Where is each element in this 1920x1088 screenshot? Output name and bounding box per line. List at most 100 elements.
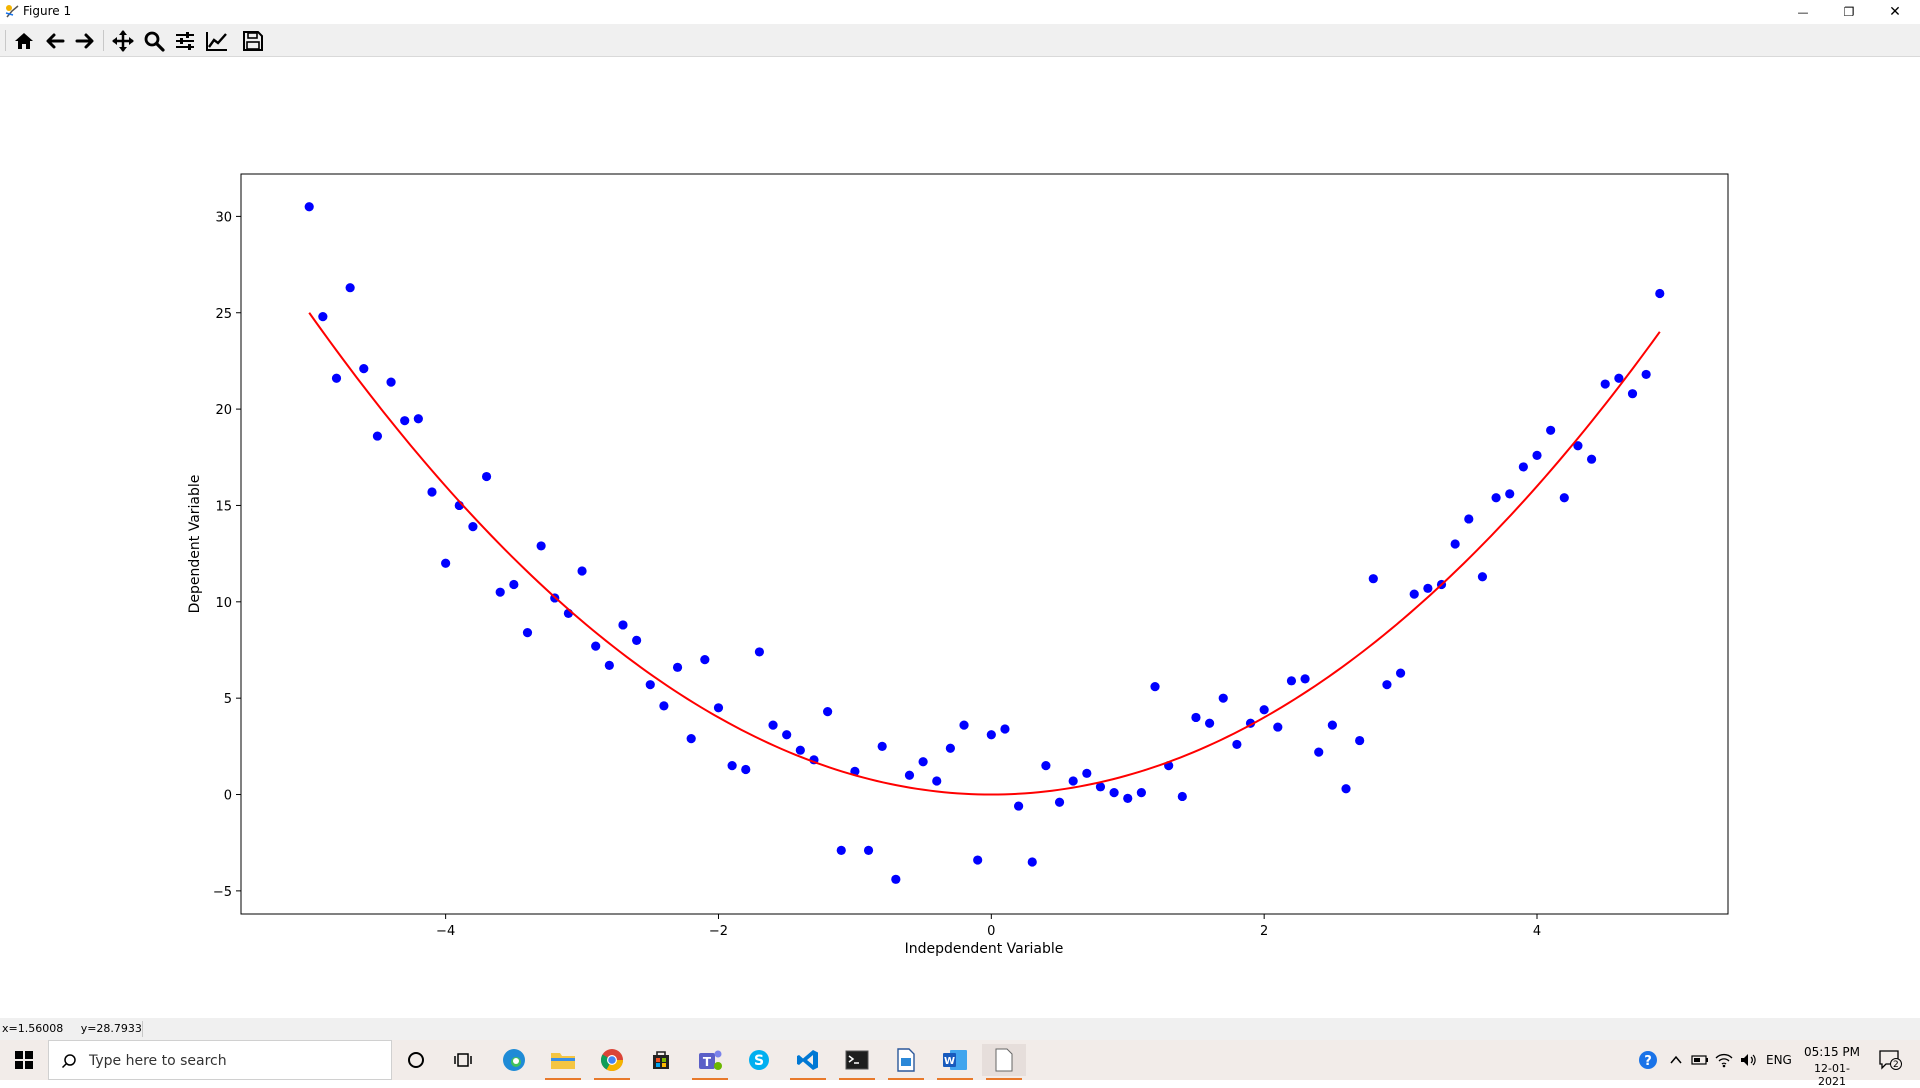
svg-text:T: T xyxy=(703,1055,712,1069)
teams-icon: T xyxy=(699,1050,722,1070)
notepad-button[interactable] xyxy=(982,1044,1026,1080)
back-arrow-icon xyxy=(46,33,65,48)
data-point xyxy=(782,730,792,740)
data-point xyxy=(918,757,928,767)
running-indicator xyxy=(888,1078,924,1080)
cortana-button[interactable] xyxy=(394,1044,438,1076)
chrome-button[interactable] xyxy=(590,1044,634,1080)
data-point xyxy=(672,662,683,672)
zoom-button[interactable] xyxy=(140,27,168,54)
volume-tray-button[interactable] xyxy=(1736,1044,1760,1076)
svg-text:W: W xyxy=(944,1056,955,1067)
pan-icon xyxy=(112,29,134,52)
y-tick-label: 5 xyxy=(224,692,232,707)
wifi-tray-button[interactable] xyxy=(1712,1044,1736,1076)
data-point xyxy=(1546,425,1556,435)
data-point xyxy=(1014,801,1024,811)
data-point xyxy=(1423,583,1433,593)
data-point xyxy=(904,770,915,780)
close-button[interactable]: ✕ xyxy=(1872,0,1918,24)
data-point xyxy=(686,734,696,744)
x-axis-ticks: −4 −2 0 2 4 xyxy=(436,914,1541,939)
start-button[interactable] xyxy=(2,1044,46,1076)
minimize-button[interactable]: — xyxy=(1780,0,1826,24)
running-indicator xyxy=(986,1078,1022,1080)
data-point xyxy=(795,745,805,755)
task-view-button[interactable] xyxy=(442,1044,486,1076)
back-button[interactable] xyxy=(41,27,69,54)
notification-center-button[interactable]: 2 xyxy=(1870,1044,1910,1076)
pan-button[interactable] xyxy=(109,27,137,54)
data-point xyxy=(427,487,437,497)
terminal-button[interactable] xyxy=(835,1044,879,1080)
store-button[interactable] xyxy=(639,1044,683,1076)
x-tick-label: −2 xyxy=(709,924,728,939)
taskbar-search-box[interactable]: Type here to search xyxy=(48,1040,392,1080)
save-icon xyxy=(243,30,263,51)
scatter-plot[interactable]: −4 −2 0 2 4 −5 0 5 10 15 20 25 30 Indepdendent Vari… xyxy=(0,58,1920,1018)
fit-curve xyxy=(308,312,1661,796)
x-tick-label: 2 xyxy=(1260,924,1268,939)
data-point xyxy=(1123,793,1133,803)
save-button[interactable] xyxy=(239,27,267,54)
search-icon xyxy=(61,1054,76,1069)
data-point xyxy=(1314,747,1324,757)
input-language-indicator[interactable]: ENG xyxy=(1766,1053,1792,1067)
y-tick-label: −5 xyxy=(213,885,232,900)
data-point xyxy=(713,703,724,713)
data-point xyxy=(1464,514,1474,524)
file-explorer-icon xyxy=(551,1053,575,1069)
restore-button[interactable]: ❐ xyxy=(1826,0,1872,24)
chrome-icon xyxy=(601,1049,623,1071)
data-point xyxy=(932,776,942,786)
forward-button[interactable] xyxy=(71,27,99,54)
skype-button[interactable]: S xyxy=(737,1044,781,1076)
file-explorer-button[interactable] xyxy=(541,1044,585,1080)
teams-button[interactable]: T xyxy=(688,1044,732,1080)
y-tick-label: 20 xyxy=(215,403,232,418)
data-point xyxy=(495,587,505,597)
restore-icon: ❐ xyxy=(1843,5,1855,19)
edit-axis-button[interactable] xyxy=(203,27,231,54)
battery-tray-button[interactable] xyxy=(1688,1044,1712,1076)
toolbar-separator xyxy=(103,30,104,51)
data-point xyxy=(1355,735,1365,746)
help-tray-button[interactable]: ? xyxy=(1632,1044,1664,1076)
data-point xyxy=(836,845,846,856)
photos-button[interactable] xyxy=(884,1044,928,1080)
notification-icon xyxy=(1879,1050,1902,1070)
data-point xyxy=(359,364,369,374)
data-point xyxy=(863,845,874,856)
data-point xyxy=(1341,784,1351,794)
x-tick-label: −4 xyxy=(436,924,455,939)
notepad-icon xyxy=(995,1048,1013,1072)
store-icon xyxy=(653,1051,669,1069)
word-button[interactable]: W xyxy=(933,1044,977,1080)
vscode-button[interactable] xyxy=(786,1044,830,1080)
y-tick-label: 30 xyxy=(215,210,232,225)
y-axis-label: Dependent Variable xyxy=(187,475,203,614)
clock-date[interactable]: 12-01-2021 xyxy=(1814,1062,1850,1088)
y-axis-ticks: −5 0 5 10 15 20 25 30 xyxy=(213,210,241,900)
running-indicator xyxy=(545,1078,581,1080)
data-point xyxy=(1204,718,1215,728)
data-point xyxy=(386,377,396,387)
home-button[interactable] xyxy=(10,27,38,54)
data-point xyxy=(441,558,451,568)
status-bar: x=1.56008 y=28.7933 xyxy=(0,1018,1920,1040)
figure-canvas[interactable]: −4 −2 0 2 4 −5 0 5 10 15 20 25 30 Indepdendent Vari… xyxy=(0,58,1920,1018)
data-point xyxy=(1054,797,1065,807)
data-point xyxy=(741,764,751,775)
clock-time[interactable]: 05:15 PM xyxy=(1804,1045,1860,1059)
data-point xyxy=(577,566,587,576)
edge-button[interactable] xyxy=(492,1044,536,1076)
configure-subplots-button[interactable] xyxy=(171,27,199,54)
volume-icon xyxy=(1741,1054,1756,1066)
data-point xyxy=(1491,493,1501,503)
configure-subplots-icon xyxy=(176,31,194,50)
show-hidden-icons-button[interactable] xyxy=(1664,1044,1688,1076)
data-point xyxy=(413,414,423,424)
data-point xyxy=(331,373,342,383)
battery-icon xyxy=(1691,1055,1708,1065)
data-point xyxy=(945,743,955,753)
